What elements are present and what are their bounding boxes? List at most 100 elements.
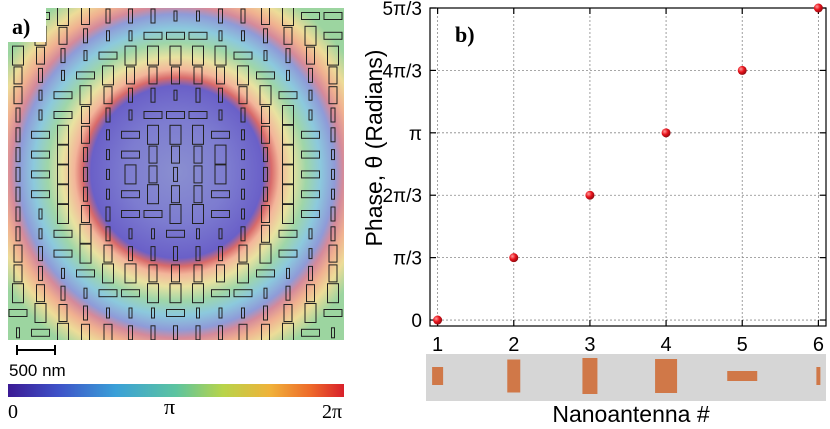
nanoantenna-outline [323,309,343,317]
nanoantenna-outline [263,147,268,163]
nanoantenna-outline [13,244,23,263]
nanoantenna-outline [12,45,24,66]
nanoantenna-outline [328,264,338,283]
nanoantenna-outline [169,45,182,66]
nanoantenna-outline [105,226,111,242]
nanoantenna-outline [169,204,182,224]
colorbar-max-label: 2π [322,401,342,423]
nanoantenna-outline [171,66,180,85]
nanoantenna-outline [218,30,223,42]
phase-chart: b) 0 π/3 2π/3 π 4π/3 5π/3 1 2 3 4 5 6 Phase, θ (Ra… [361,0,827,427]
nanoantenna-outline [12,283,24,304]
nanoantenna-outline [143,31,163,40]
nanoantenna-outline [301,328,320,337]
colorbar-gradient [8,384,344,397]
data-point [433,315,443,325]
nanoantenna-outline [216,264,225,283]
nanoantenna-outline [241,208,245,220]
nanoantenna-outline [192,283,204,304]
nanoantenna-outline [240,8,246,24]
nanoantenna-outline [147,45,159,66]
nanoantenna-outline [128,109,133,121]
nanoantenna-outline [102,263,114,284]
y-axis-label: Phase, θ (Radians) [361,50,387,247]
nanoantenna-outline [106,307,110,319]
nanoantenna-outline [195,325,201,340]
nanoantenna-outline [105,8,111,24]
nanoantenna-outline [241,307,245,319]
nanoantenna-outline [259,243,272,264]
nanoantenna-outline [306,284,315,303]
x-tick-label: 3 [584,334,595,356]
nanoantenna-outline [121,150,140,159]
nanoantenna-outline [327,283,339,304]
nanoantenna-outline [328,86,338,105]
nanoantenna-outline [308,109,313,121]
nanoantenna-outline [36,284,45,303]
nanoantenna-outline [261,106,270,124]
nanoantenna-outline [282,184,294,205]
nanoantenna-outline [278,91,298,100]
nanoantenna-outline [263,305,268,321]
nanoantenna-outline [124,263,137,284]
nanoantenna-outline [192,45,204,66]
nanoantenna-outline [328,66,338,85]
colorbar-min-label: 0 [8,401,18,423]
nanoantenna-outline [36,46,45,65]
nanoantenna-outline [218,8,223,24]
nanoantenna-outline [196,228,200,240]
nanoantenna-outline [31,328,50,337]
nanoantenna-outline [83,147,88,163]
nanoantenna-outline [150,325,156,340]
nanoantenna-outline [61,69,65,81]
nanoantenna-outline [98,289,118,298]
nanoantenna-outline [241,168,245,180]
nanoantenna-outline [83,186,88,202]
nanoantenna-outline [330,206,336,222]
nanoantenna-outline [76,269,95,278]
nanoantenna-outline [218,307,223,319]
nanoantenna-outline [13,66,23,85]
nanoantenna-outline [171,145,180,164]
nanoantenna-outline [98,51,118,60]
nanoantenna-outline [218,325,223,340]
nanoantenna-outline [83,28,88,44]
nanoantenna-outline [79,85,92,106]
data-point [813,3,823,13]
nanoantenna-outline [261,205,270,223]
nanoantenna-outline [259,85,272,106]
nanoantenna-outline [308,228,313,240]
nanoantenna-outline [121,130,140,139]
x-tick-label: 5 [737,334,748,356]
panel-b-label: b) [455,22,475,47]
nanoantenna-outline [301,170,320,179]
nanoantenna-outline [233,289,253,298]
nanoantenna-outline [31,130,50,139]
nanoantenna-outline [282,105,294,125]
nanoantenna-outline [83,305,88,321]
nanoantenna-outline [57,144,69,165]
phase-map-panel: a) [8,8,344,340]
nanoantenna-outline [211,289,230,298]
nanoantenna-outline [193,66,203,85]
nanoantenna-outline [128,228,133,240]
nanoantenna-outline [148,264,158,283]
nanoantenna-outline [218,87,223,103]
nanoantenna-outline [150,246,156,262]
data-points [433,3,823,325]
nanoantenna-outline [241,188,245,200]
nanoantenna-outline [282,8,294,26]
nanoantenna-outline [214,144,227,165]
nanoantenna-outline [31,170,50,179]
nanoantenna-outline [169,283,182,304]
nanoantenna-outline [148,66,158,85]
nanoantenna-outline [128,87,133,103]
nanoantenna-outline [237,65,249,86]
nanoantenna-outline [81,205,90,223]
nanoantenna-outline [15,107,21,123]
nanoantenna-outline [147,283,159,304]
nanoantenna-outline [214,164,227,185]
nanoantenna-outline [15,147,21,163]
nanoantenna-outline [238,86,248,105]
